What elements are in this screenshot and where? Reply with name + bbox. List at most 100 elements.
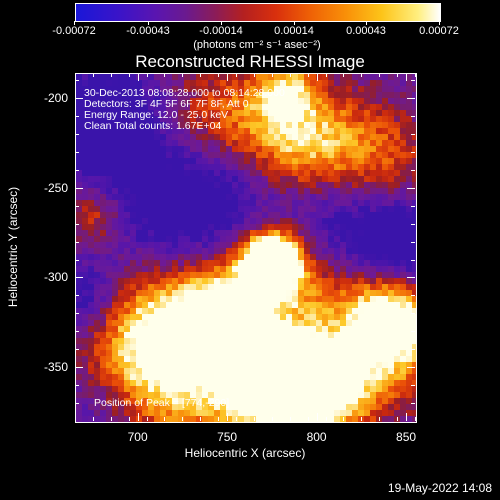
heatmap-cell — [148, 176, 154, 182]
heatmap-cell — [160, 110, 166, 116]
heatmap-cell — [238, 128, 244, 134]
heatmap-cell — [256, 410, 262, 416]
heatmap-cell — [208, 146, 214, 152]
heatmap-cell — [376, 326, 382, 332]
heatmap-cell — [322, 176, 328, 182]
heatmap-cell — [394, 350, 400, 356]
heatmap-cell — [340, 410, 346, 416]
heatmap-cell — [142, 326, 148, 332]
heatmap-cell — [334, 158, 340, 164]
heatmap-cell — [130, 296, 136, 302]
heatmap-cell — [118, 212, 124, 218]
heatmap-cell — [286, 206, 292, 212]
heatmap-cell — [412, 164, 416, 170]
heatmap-cell — [322, 128, 328, 134]
heatmap-cell — [208, 404, 214, 410]
heatmap-cell — [184, 224, 190, 230]
heatmap-cell — [208, 290, 214, 296]
heatmap-cell — [124, 272, 130, 278]
heatmap-cell — [142, 86, 148, 92]
heatmap-cell — [100, 326, 106, 332]
heatmap-cell — [340, 200, 346, 206]
heatmap-cell — [364, 254, 370, 260]
heatmap-cell — [400, 248, 406, 254]
heatmap-cell — [400, 380, 406, 386]
heatmap-cell — [244, 296, 250, 302]
heatmap-cell — [94, 98, 100, 104]
heatmap-cell — [244, 152, 250, 158]
heatmap-cell — [388, 272, 394, 278]
heatmap-cell — [94, 398, 100, 404]
heatmap-cell — [130, 338, 136, 344]
info-clean-counts: Clean Total counts: 1.67E+04 — [84, 120, 222, 132]
heatmap-cell — [358, 290, 364, 296]
heatmap-cell — [412, 224, 416, 230]
heatmap-cell — [244, 74, 250, 80]
heatmap-cell — [208, 212, 214, 218]
heatmap-cell — [250, 146, 256, 152]
heatmap-cell — [250, 392, 256, 398]
heatmap-cell — [268, 218, 274, 224]
heatmap-cell — [172, 410, 178, 416]
heatmap-cell — [274, 266, 280, 272]
heatmap-cell — [112, 248, 118, 254]
heatmap-cell — [376, 302, 382, 308]
heatmap-cell — [280, 290, 286, 296]
heatmap-cell — [196, 194, 202, 200]
heatmap-cell — [76, 380, 82, 386]
heatmap-cell — [376, 248, 382, 254]
heatmap-cell — [256, 206, 262, 212]
heatmap-cell — [370, 326, 376, 332]
heatmap-cell — [160, 200, 166, 206]
heatmap-cell — [142, 410, 148, 416]
heatmap-cell — [346, 218, 352, 224]
heatmap-cell — [334, 176, 340, 182]
heatmap-cell — [292, 380, 298, 386]
heatmap-cell — [220, 206, 226, 212]
heatmap-cell — [238, 170, 244, 176]
heatmap-cell — [208, 272, 214, 278]
heatmap-cell — [328, 284, 334, 290]
heatmap-cell — [106, 416, 112, 422]
heatmap-cell — [262, 404, 268, 410]
heatmap-cell — [220, 116, 226, 122]
heatmap-cell — [208, 296, 214, 302]
heatmap-cell — [196, 98, 202, 104]
heatmap-cell — [352, 320, 358, 326]
heatmap-cell — [394, 176, 400, 182]
heatmap-cell — [82, 308, 88, 314]
heatmap-cell — [118, 386, 124, 392]
heatmap-cell — [160, 350, 166, 356]
heatmap-cell — [406, 386, 412, 392]
heatmap-cell — [274, 98, 280, 104]
heatmap-cell — [226, 80, 232, 86]
heatmap-cell — [172, 236, 178, 242]
heatmap-cell — [250, 182, 256, 188]
heatmap-cell — [280, 350, 286, 356]
heatmap-cell — [166, 92, 172, 98]
heatmap-cell — [358, 110, 364, 116]
heatmap-cell — [358, 206, 364, 212]
heatmap-cell — [232, 296, 238, 302]
heatmap-cell — [202, 152, 208, 158]
heatmap-cell — [322, 338, 328, 344]
heatmap-cell — [94, 188, 100, 194]
heatmap-cell — [316, 326, 322, 332]
heatmap-cell — [124, 278, 130, 284]
heatmap-cell — [406, 362, 412, 368]
heatmap-cell — [190, 416, 196, 422]
heatmap-cell — [244, 266, 250, 272]
heatmap-cell — [262, 134, 268, 140]
heatmap-cell — [364, 290, 370, 296]
heatmap-cell — [154, 320, 160, 326]
heatmap-cell — [190, 386, 196, 392]
heatmap-cell — [400, 392, 406, 398]
heatmap-cell — [76, 284, 82, 290]
heatmap-cell — [304, 218, 310, 224]
heatmap-cell — [256, 260, 262, 266]
colorbar-tick-label: 0.00014 — [274, 25, 314, 37]
heatmap-cell — [346, 254, 352, 260]
heatmap-cell — [106, 320, 112, 326]
heatmap-cell — [190, 338, 196, 344]
heatmap-cell — [178, 314, 184, 320]
